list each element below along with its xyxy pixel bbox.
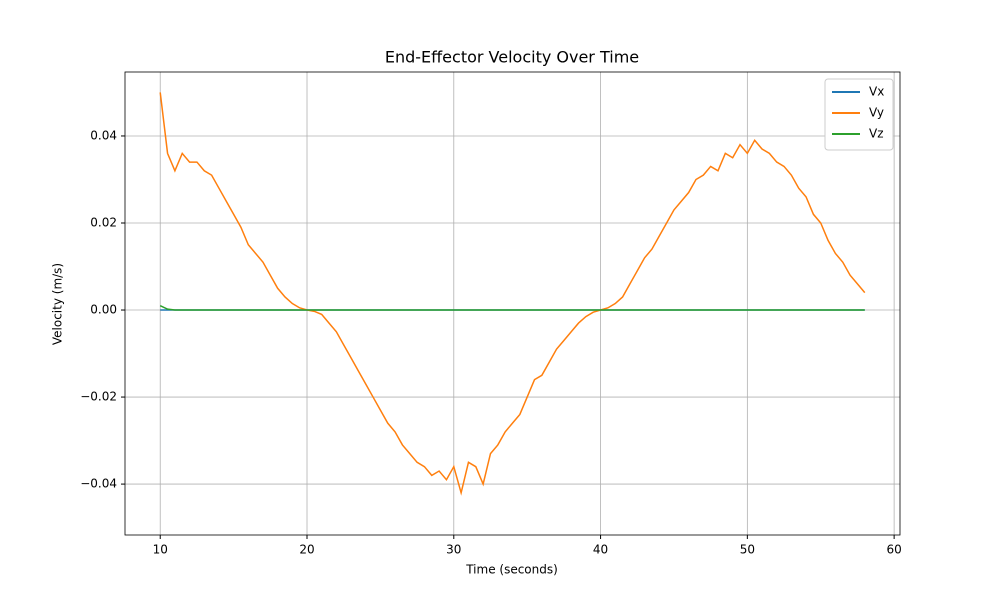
y-axis-label: Velocity (m/s) bbox=[51, 263, 65, 345]
y-tick-label: 0.00 bbox=[90, 303, 117, 317]
y-tick-label: 0.04 bbox=[90, 128, 117, 142]
x-axis-label: Time (seconds) bbox=[465, 563, 558, 577]
plot-frame bbox=[124, 71, 901, 536]
y-tick-label: 0.02 bbox=[90, 215, 117, 229]
x-tick-label: 40 bbox=[593, 543, 608, 557]
y-tick-label: −0.02 bbox=[80, 390, 117, 404]
y-tick-label: −0.04 bbox=[80, 477, 117, 491]
legend-box bbox=[824, 78, 894, 151]
x-tick-label: 10 bbox=[153, 543, 168, 557]
x-tick-label: 20 bbox=[299, 543, 314, 557]
legend-label: Vz bbox=[869, 127, 884, 141]
x-tick-label: 30 bbox=[446, 543, 461, 557]
data-line bbox=[159, 92, 866, 496]
legend-label: Vx bbox=[869, 85, 884, 99]
chart-title: End-Effector Velocity Over Time bbox=[385, 48, 639, 67]
x-tick-label: 60 bbox=[886, 543, 901, 557]
data-line bbox=[159, 304, 865, 311]
x-tick-label: 50 bbox=[740, 543, 755, 557]
legend-label: Vy bbox=[869, 106, 884, 120]
